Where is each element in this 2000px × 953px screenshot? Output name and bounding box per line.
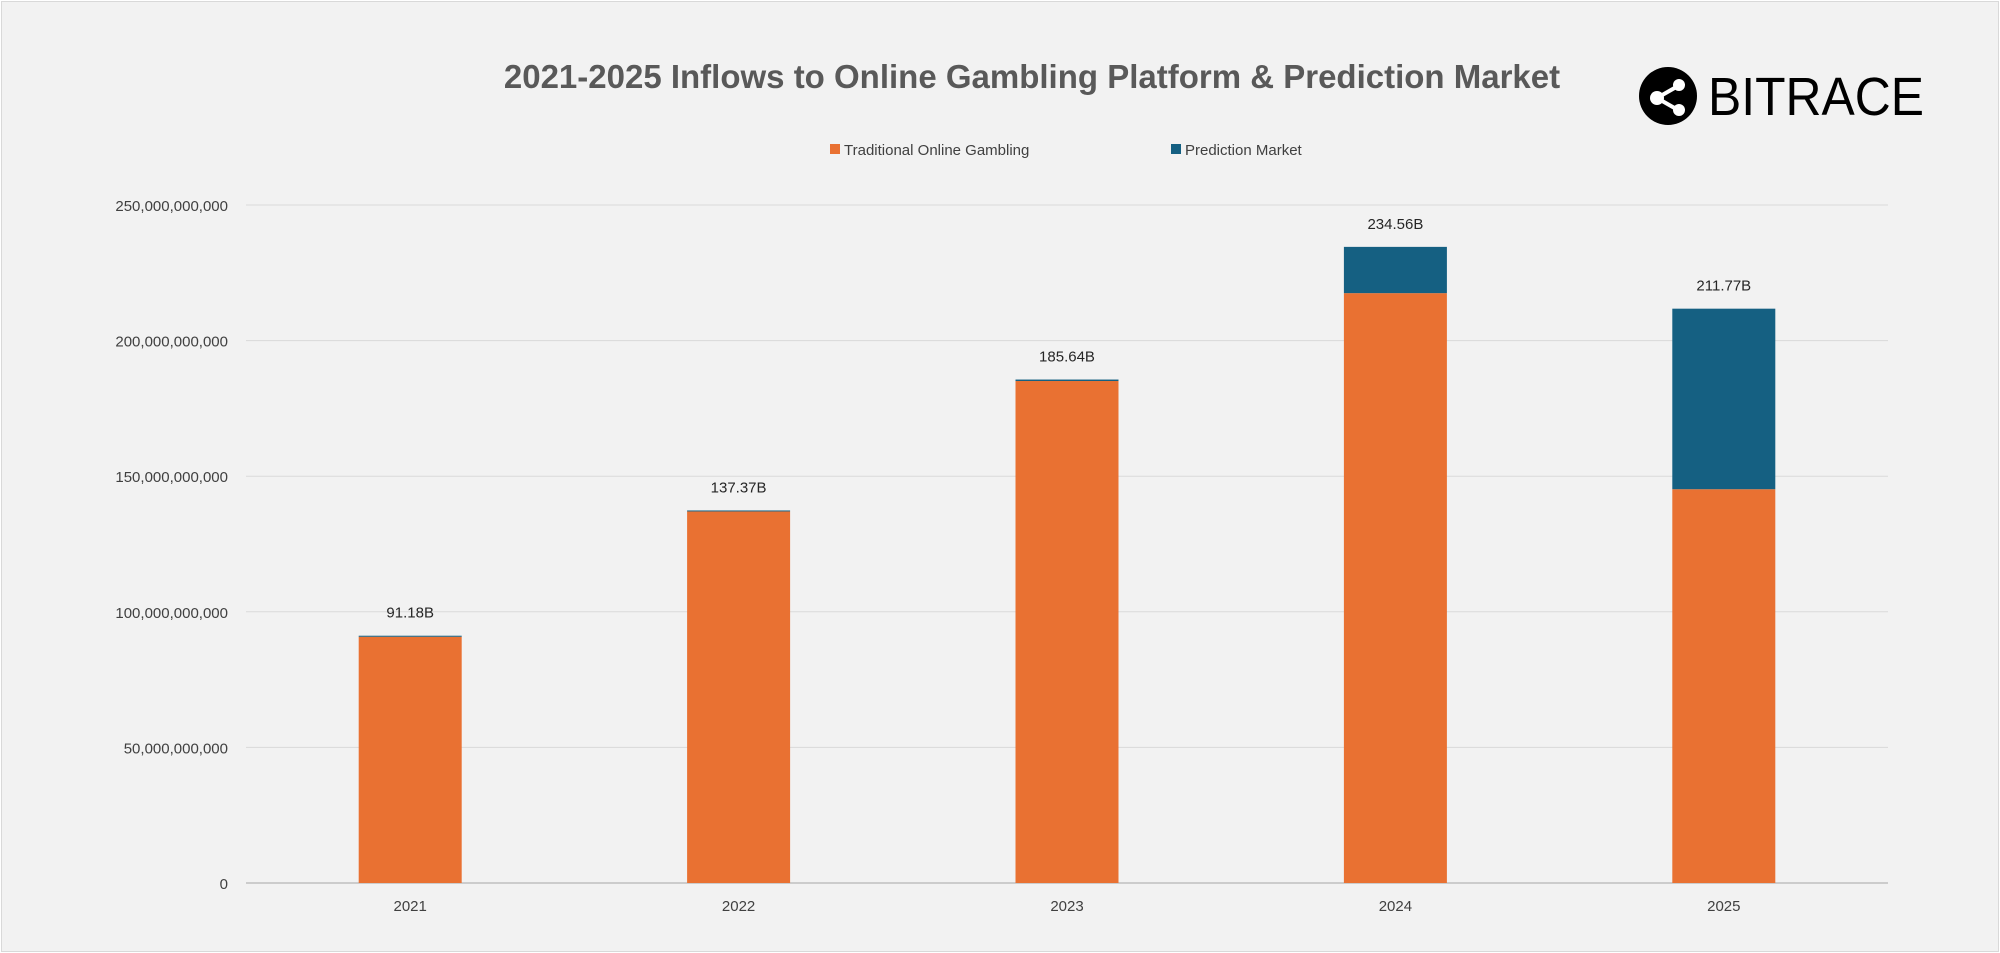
brand-logo: BITRACE	[1639, 67, 1924, 127]
legend-item: Prediction Market	[1171, 142, 1303, 159]
bar-2021-prediction-market	[358, 635, 462, 637]
legend-swatch	[830, 144, 840, 154]
bar-2022-prediction-market	[687, 510, 791, 512]
bar-total-label: 185.64B	[1039, 349, 1095, 366]
bar-2025-prediction-market	[1672, 308, 1776, 490]
legend-item: Traditional Online Gambling	[830, 142, 1029, 159]
x-tick-label: 2025	[1707, 898, 1740, 915]
bar-2022-traditional-online-gambling	[687, 511, 791, 883]
y-axis: 0 50,000,000,000 100,000,000,000 150,000,00…	[115, 198, 228, 893]
x-tick-label: 2024	[1379, 898, 1412, 915]
bar-2024-traditional-online-gambling	[1343, 293, 1447, 883]
bar-total-label: 211.77B	[1696, 278, 1751, 295]
chart-bars	[358, 246, 1776, 883]
y-tick-label: 100,000,000,000	[115, 605, 228, 622]
y-tick-label: 50,000,000,000	[124, 740, 228, 757]
x-tick-label: 2022	[722, 898, 755, 915]
x-axis: 2021 2022 2023 2024 2025	[394, 898, 1741, 915]
bar-2023-prediction-market	[1015, 379, 1119, 382]
y-tick-label: 150,000,000,000	[115, 469, 228, 486]
y-tick-label: 250,000,000,000	[115, 198, 228, 215]
brand-name: BITRACE	[1708, 67, 1924, 127]
bar-total-label: 91.18B	[386, 605, 434, 622]
share-nodes-icon	[1639, 67, 1697, 125]
bar-2025-traditional-online-gambling	[1672, 489, 1776, 883]
y-tick-label: 200,000,000,000	[115, 334, 228, 351]
legend-label: Traditional Online Gambling	[844, 142, 1029, 159]
x-tick-label: 2023	[1050, 898, 1083, 915]
bar-total-label: 234.56B	[1367, 216, 1423, 233]
chart-legend: Traditional Online Gambling Prediction Ma…	[830, 142, 1303, 159]
bar-2021-traditional-online-gambling	[358, 636, 462, 883]
bar-2024-prediction-market	[1343, 246, 1447, 294]
legend-swatch	[1171, 144, 1181, 154]
bar-total-label: 137.37B	[711, 479, 767, 496]
legend-label: Prediction Market	[1185, 142, 1303, 159]
x-tick-label: 2021	[394, 898, 427, 915]
bar-2023-traditional-online-gambling	[1015, 381, 1119, 883]
chart-title: 2021-2025 Inflows to Online Gambling Pla…	[504, 58, 1560, 95]
y-tick-label: 0	[220, 876, 228, 893]
bar-total-labels: 91.18B 137.37B 185.64B 234.56B 211.77B	[386, 216, 1751, 622]
